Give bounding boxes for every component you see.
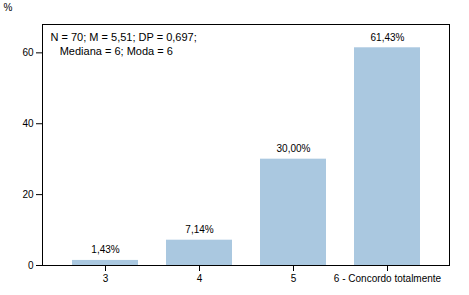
svg-text:6 - Concordo totalmente: 6 - Concordo totalmente <box>334 273 442 284</box>
svg-text:60: 60 <box>22 47 34 58</box>
svg-text:40: 40 <box>22 118 34 129</box>
svg-text:7,14%: 7,14% <box>185 224 213 235</box>
svg-text:%: % <box>4 2 13 13</box>
svg-text:3: 3 <box>103 273 109 284</box>
svg-text:30,00%: 30,00% <box>277 143 311 154</box>
svg-text:61,43%: 61,43% <box>371 32 405 43</box>
svg-text:5: 5 <box>291 273 297 284</box>
svg-text:1,43%: 1,43% <box>91 244 119 255</box>
svg-text:0: 0 <box>28 260 34 271</box>
svg-text:4: 4 <box>197 273 203 284</box>
svg-text:N = 70; M = 5,51; DP = 0,697;: N = 70; M = 5,51; DP = 0,697; Mediana = … <box>51 31 197 57</box>
svg-text:20: 20 <box>22 189 34 200</box>
